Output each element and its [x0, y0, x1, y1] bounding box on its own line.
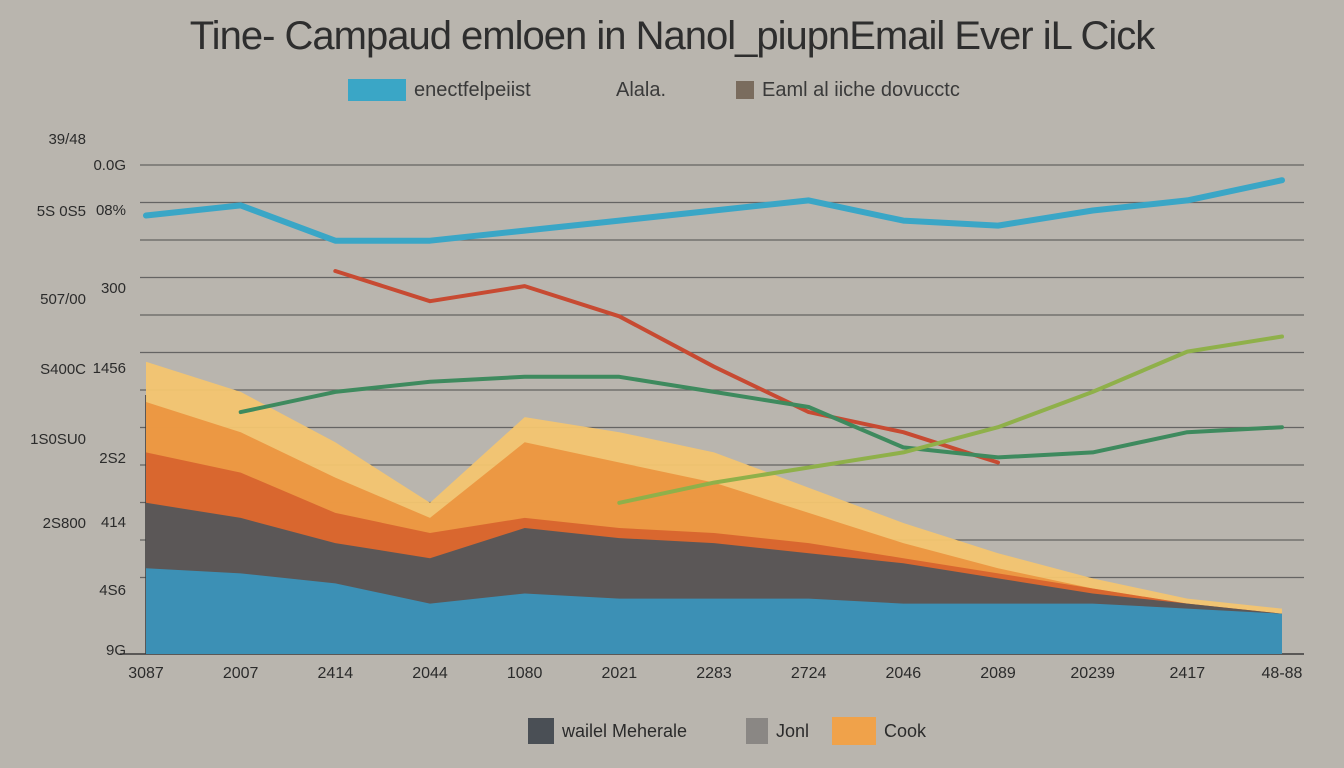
- line-series: [333, 269, 1000, 465]
- legend-swatch-brown: [736, 81, 754, 99]
- x-tick-label: 2724: [791, 665, 827, 682]
- area-series: [146, 502, 1282, 654]
- y-tick-label-inner: 300: [101, 280, 126, 297]
- y-tick-label-inner: 4S6: [99, 582, 126, 599]
- y-tick-label-inner: 08%: [96, 202, 126, 219]
- legend-label: enectfelpeiist: [414, 78, 531, 101]
- legend-label: Jonl: [776, 720, 810, 741]
- area-series: [146, 568, 1282, 654]
- area-series: [146, 452, 1282, 654]
- x-tick-label: 2414: [318, 665, 354, 682]
- x-tick-label: 1080: [507, 665, 543, 682]
- y-tick-label-inner: 9G: [106, 642, 126, 659]
- y-tick-label-outer: 2S800: [43, 515, 86, 532]
- legend-swatch-blue: [348, 79, 406, 101]
- legend-swatch-orange: [832, 717, 876, 745]
- y-tick-label-outer: S400C: [40, 361, 86, 378]
- y-tick-label-outer: 507/00: [40, 291, 86, 308]
- x-tick-label: 2089: [980, 665, 1016, 682]
- area-series: [146, 402, 1282, 654]
- area-series: [146, 361, 1282, 654]
- legend-label: Alala.: [616, 78, 667, 101]
- x-tick-label: 20239: [1070, 665, 1115, 682]
- legend-item-bottom-3: Cook: [832, 716, 926, 746]
- legend-item-top-1: enectfelpeiist: [348, 76, 531, 104]
- line-series: [238, 374, 1284, 460]
- y-tick-label-inner: 1456: [93, 360, 126, 377]
- y-tick-label-inner: 414: [101, 514, 126, 531]
- x-tick-label: 2046: [886, 665, 922, 682]
- y-tick-label-outer: 1S0SU0: [30, 431, 86, 448]
- legend-label: Cook: [884, 720, 927, 741]
- legend-item-bottom-1: wailel Meherale: [528, 716, 687, 746]
- x-tick-label: 2044: [412, 665, 448, 682]
- legend-item-top-3: Eaml al iiche dovucctc: [736, 76, 960, 104]
- line-series: [617, 334, 1284, 505]
- y-tick-label-inner: 2S2: [99, 450, 126, 467]
- legend-item-bottom-2: Jonl: [746, 716, 809, 746]
- x-tick-label: 2417: [1170, 665, 1206, 682]
- x-tick-label: 2283: [696, 665, 732, 682]
- x-tick-label: 2007: [223, 665, 259, 682]
- legend-swatch-dark: [528, 718, 554, 744]
- y-tick-label-inner: 0.0G: [93, 157, 126, 174]
- x-tick-label: 3087: [128, 665, 164, 682]
- legend-label: Eaml al iiche dovucctc: [762, 78, 960, 101]
- y-tick-label-outer: 5S 0S5: [37, 203, 86, 220]
- chart-title: Tine- Campaud emloen in Nanol_piupnEmail…: [189, 14, 1156, 58]
- x-tick-label: 2021: [602, 665, 638, 682]
- legend-item-top-2: Alala.: [616, 76, 666, 104]
- legend-swatch-gray: [746, 718, 768, 744]
- y-tick-label-outer: 39/48: [48, 131, 86, 148]
- legend-label: wailel Meherale: [562, 720, 688, 741]
- line-series: [143, 177, 1285, 244]
- x-tick-label: 48-88: [1262, 665, 1303, 682]
